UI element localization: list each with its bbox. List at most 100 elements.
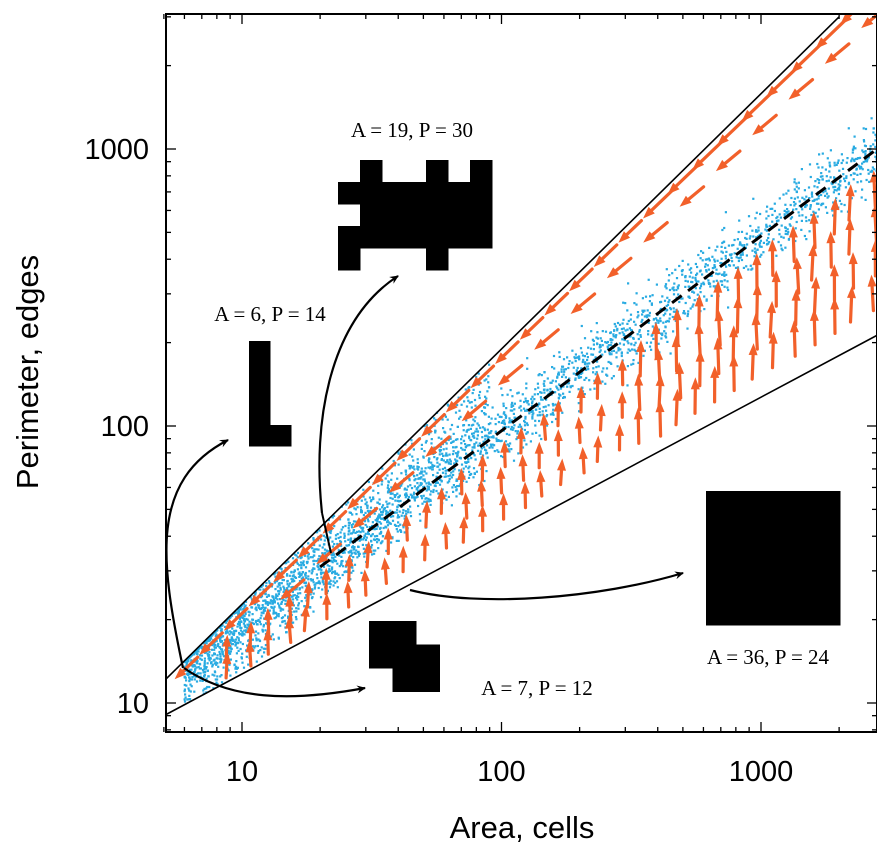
scatter-point <box>400 530 403 533</box>
scatter-point <box>364 532 367 535</box>
scatter-point <box>850 197 853 200</box>
scatter-point <box>730 256 733 260</box>
scatter-point <box>291 580 294 583</box>
scatter-point <box>350 559 353 562</box>
scatter-point <box>534 419 537 422</box>
vector-arrow <box>861 14 877 29</box>
vector-arrow <box>398 545 408 574</box>
scatter-point <box>329 529 333 532</box>
scatter-point <box>434 418 437 422</box>
scatter-point <box>467 444 470 447</box>
scatter-point <box>466 429 469 432</box>
scatter-point <box>279 609 282 612</box>
scatter-point <box>345 570 349 573</box>
scatter-point <box>316 565 319 568</box>
scatter-point <box>601 353 604 356</box>
scatter-point <box>409 466 412 469</box>
scatter-point <box>189 672 192 676</box>
scatter-point <box>458 409 461 412</box>
scatter-point <box>771 213 774 216</box>
y-tick-label: 10 <box>117 688 149 720</box>
scatter-point <box>375 538 378 541</box>
scatter-point <box>416 487 419 490</box>
scatter-point <box>420 483 423 486</box>
scatter-point <box>476 434 479 437</box>
vector-arrow <box>519 316 545 340</box>
scatter-point <box>239 641 242 644</box>
scatter-point <box>650 302 653 305</box>
scatter-point <box>810 213 813 217</box>
scatter-point <box>666 308 669 311</box>
scatter-point <box>622 318 625 321</box>
scatter-point <box>741 251 744 254</box>
scatter-point <box>456 454 459 457</box>
scatter-point <box>376 501 380 504</box>
scatter-point <box>858 156 862 159</box>
scatter-point <box>320 576 323 579</box>
scatter-point <box>874 151 877 154</box>
scatter-point <box>783 209 786 212</box>
scatter-point <box>771 207 774 210</box>
scatter-point <box>817 181 821 184</box>
scatter-point <box>838 186 841 189</box>
scatter-point <box>417 504 420 508</box>
scatter-point <box>328 568 331 571</box>
scatter-point <box>793 197 796 200</box>
scatter-point <box>780 235 783 238</box>
scatter-point <box>267 580 271 583</box>
scatter-point <box>468 444 471 447</box>
scatter-point <box>250 606 253 609</box>
scatter-point <box>389 492 392 495</box>
scatter-point <box>531 417 534 420</box>
scatter-point <box>387 484 390 487</box>
scatter-point <box>586 356 589 359</box>
scatter-point <box>281 620 284 624</box>
scatter-point <box>546 389 549 392</box>
scatter-point <box>568 360 571 363</box>
scatter-point <box>765 239 769 242</box>
scatter-point <box>591 353 595 356</box>
scatter-point <box>453 462 456 465</box>
scatter-point <box>504 426 507 429</box>
scatter-point <box>416 458 419 461</box>
scatter-point <box>217 665 220 668</box>
scatter-point <box>869 145 872 148</box>
vector-arrow <box>425 435 451 457</box>
scatter-point <box>811 199 814 203</box>
scatter-point <box>341 526 345 529</box>
scatter-point <box>716 259 719 262</box>
scatter-point <box>356 506 359 509</box>
scatter-point <box>338 577 341 580</box>
scatter-point <box>271 633 274 636</box>
scatter-point <box>511 428 514 431</box>
scatter-point <box>442 448 445 451</box>
scatter-point <box>444 472 447 475</box>
scatter-point <box>500 455 503 458</box>
scatter-point <box>239 647 242 651</box>
scatter-point <box>616 327 619 330</box>
scatter-point <box>246 618 249 621</box>
scatter-point <box>327 518 330 522</box>
scatter-point <box>825 175 828 178</box>
scatter-point <box>612 335 615 338</box>
scatter-point <box>672 307 675 310</box>
scatter-point <box>195 666 198 669</box>
scatter-point <box>448 453 451 456</box>
scatter-point <box>395 528 398 531</box>
scatter-point <box>365 504 369 507</box>
scatter-point <box>298 572 301 575</box>
scatter-point <box>262 606 265 609</box>
scatter-point <box>707 281 710 285</box>
scatter-point <box>684 285 687 288</box>
scatter-point <box>666 296 669 299</box>
scatter-point <box>216 654 219 657</box>
scatter-point <box>315 573 318 576</box>
scatter-point <box>610 350 613 353</box>
scatter-point <box>357 545 360 548</box>
scatter-point <box>254 607 257 610</box>
vector-arrow <box>713 280 723 319</box>
scatter-point <box>633 302 636 305</box>
scatter-point <box>456 485 459 488</box>
scatter-point <box>874 155 877 158</box>
scatter-point <box>487 415 490 418</box>
